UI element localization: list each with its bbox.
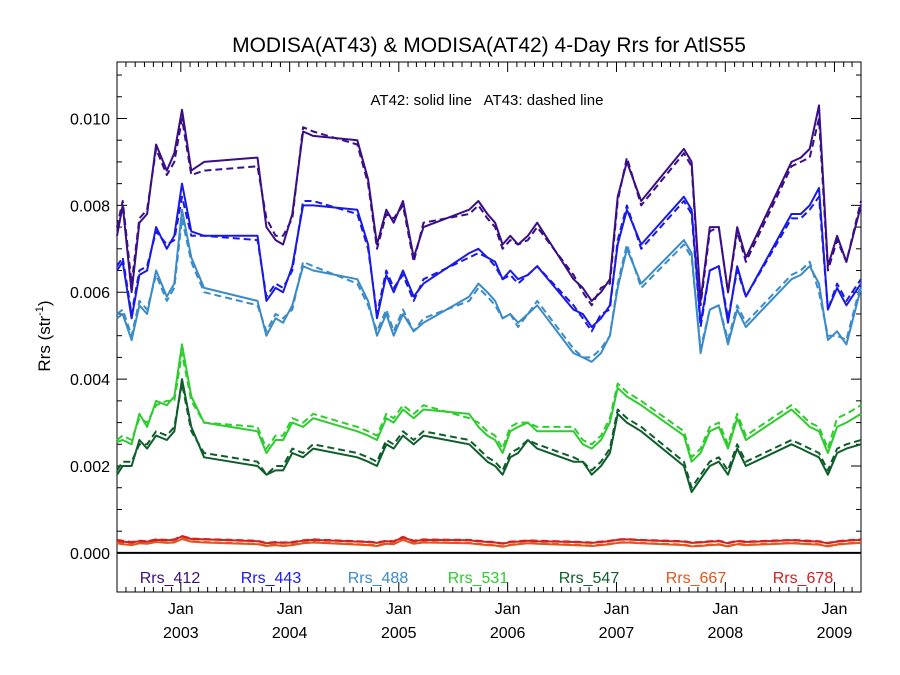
y-tick-label: 0.000 [70,546,110,563]
series-rrs-678 [116,535,862,545]
series-line-at42-solid [116,378,862,494]
series-line-at43-dashed [116,217,862,359]
series-line-at42-solid [116,343,862,463]
x-tick-year-label: 2008 [708,625,744,642]
y-tick-label: 0.006 [70,285,110,302]
y-tick-label: 0.008 [70,198,110,215]
series-rrs-412 [116,104,862,307]
x-tick-year-label: 2006 [490,625,526,642]
x-tick-month-label: Jan [712,601,738,618]
y-tick-label: 0.004 [70,372,110,389]
legend-entry: Rrs_531 [448,570,509,587]
y-tick-label: 0.002 [70,459,110,476]
series-rrs-443 [116,182,862,333]
legend: Rrs_412 Rrs_443 Rrs_488 Rrs_531 Rrs_547 Rrs_6… [140,570,834,587]
series-line-at42-solid [116,104,862,302]
x-tick-year-label: 2003 [163,625,199,642]
plot-frame [116,61,862,593]
series-layer [116,104,862,548]
series-line-at43-dashed [116,352,862,459]
legend-entry: Rrs_488 [348,570,409,587]
legend-entry: Rrs_547 [559,570,620,587]
y-axis-label: Rrs (str-1) [34,300,54,371]
y-axis-label-superscript: -1 [34,306,46,316]
series-rrs-667 [116,537,862,548]
legend-entry: Rrs_667 [666,570,727,587]
series-line-at43-dashed [116,117,862,307]
series-rrs-488 [116,208,862,363]
y-axis-label-close: ) [35,300,54,306]
series-line-at43-dashed [116,382,862,489]
legend-entry: Rrs_412 [140,570,201,587]
x-tick-month-label: Jan [386,601,412,618]
series-rrs-531 [116,343,862,463]
series-line-at43-dashed [116,535,862,545]
line-style-note: AT42: solid line AT43: dashed line [371,92,604,109]
x-tick-year-label: 2009 [817,625,853,642]
x-tick-year-label: 2004 [272,625,308,642]
axis-ticks: 0.000 0.002 0.004 0.006 0.008 0.010 Jan 2003 Jan… [70,62,861,642]
x-tick-month-label: Jan [822,601,848,618]
legend-entry: Rrs_443 [241,570,302,587]
legend-entry: Rrs_678 [773,570,834,587]
chart-title: MODISA(AT43) & MODISA(AT42) 4-Day Rrs fo… [232,34,746,57]
x-tick-month-label: Jan [277,601,303,618]
x-tick-month-label: Jan [604,601,630,618]
series-line-at42-solid [116,208,862,363]
series-line-at43-dashed [116,195,862,333]
svg-text:Rrs (str-1): Rrs (str-1) [34,300,54,371]
series-rrs-547 [116,378,862,494]
x-tick-month-label: Jan [495,601,521,618]
x-tick-year-label: 2005 [381,625,417,642]
x-tick-month-label: Jan [168,601,194,618]
series-line-at43-dashed [116,537,862,548]
x-tick-year-label: 2007 [599,625,635,642]
y-axis-label-text: Rrs (str [35,316,54,372]
y-tick-label: 0.010 [70,111,110,128]
